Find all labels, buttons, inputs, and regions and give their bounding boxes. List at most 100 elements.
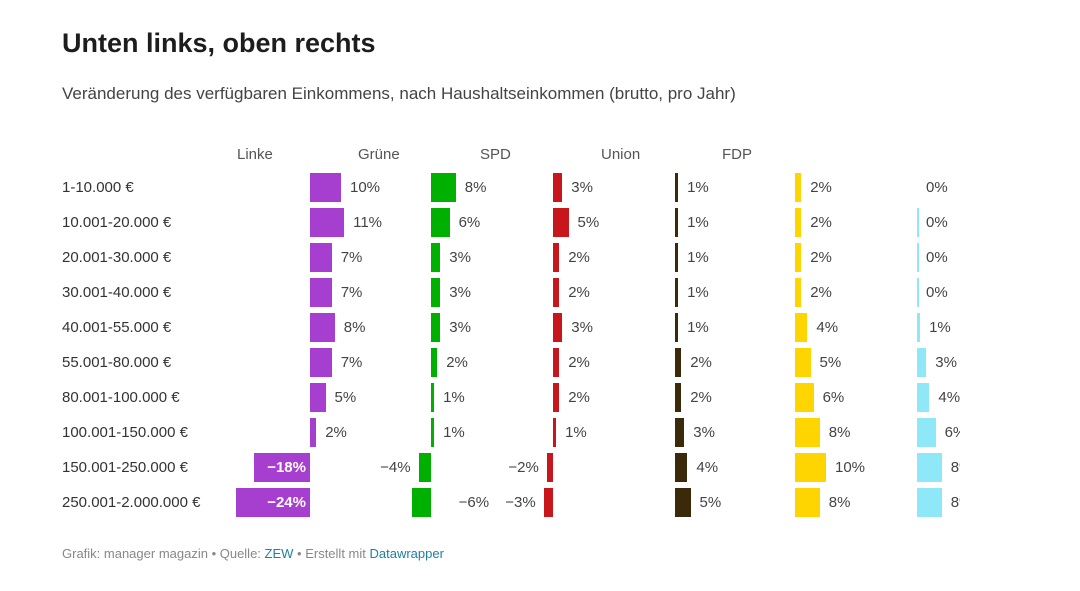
data-label: −18%: [267, 459, 306, 476]
data-label: 8%: [828, 494, 851, 511]
footer-middle: • Erstellt mit: [293, 546, 370, 561]
bar: [235, 488, 310, 517]
bar: [675, 208, 679, 237]
data-label: 1%: [443, 389, 465, 406]
data-label: 2%: [690, 354, 712, 371]
bar: [675, 418, 685, 447]
data-label: 3%: [449, 284, 471, 301]
data-label: −2%: [508, 459, 539, 476]
data-label: 3%: [571, 319, 593, 336]
bar: [310, 313, 335, 342]
data-label: 8%: [828, 424, 851, 441]
column-header: Union: [601, 146, 641, 163]
bar: [675, 173, 679, 202]
bar: [675, 488, 691, 517]
source-link[interactable]: ZEW: [264, 546, 294, 561]
bar: [795, 173, 802, 202]
data-label: 2%: [810, 179, 832, 196]
bar: [917, 453, 942, 482]
bar: [310, 418, 317, 447]
bar: [795, 243, 802, 272]
bar: [795, 418, 820, 447]
data-label: 4%: [938, 389, 960, 406]
bar: [254, 453, 310, 482]
data-label: 2%: [325, 424, 347, 441]
data-label: 8%: [464, 179, 487, 196]
bar: [431, 173, 456, 202]
data-label: 8%: [950, 459, 960, 476]
data-label: 6%: [458, 214, 481, 231]
bar: [412, 488, 431, 517]
bar: [431, 278, 441, 307]
row-label: 55.001-80.000 €: [62, 354, 172, 371]
bar: [418, 453, 431, 482]
bar: [917, 488, 942, 517]
data-label: −4%: [380, 459, 411, 476]
data-label: 2%: [446, 354, 468, 371]
row-label: 10.001-20.000 €: [62, 214, 172, 231]
data-label: −6%: [458, 494, 490, 511]
bar: [917, 243, 919, 272]
row-label: 150.001-250.000 €: [62, 459, 188, 476]
bar: [675, 243, 679, 272]
data-label: 3%: [935, 354, 957, 371]
data-label: 6%: [944, 424, 960, 441]
data-label: 0%: [926, 249, 948, 266]
column-header: Grüne: [358, 146, 400, 163]
bar: [431, 208, 450, 237]
bar: [795, 453, 826, 482]
data-label: 5%: [334, 389, 357, 406]
data-label: 0%: [926, 179, 948, 196]
data-label: 1%: [443, 424, 465, 441]
data-label: 1%: [565, 424, 587, 441]
bar: [310, 173, 341, 202]
bar: [310, 243, 332, 272]
data-label: 11%: [353, 214, 383, 231]
bar: [795, 488, 820, 517]
bar: [553, 313, 563, 342]
bar: [917, 208, 919, 237]
footer-prefix: Grafik: manager magazin • Quelle:: [62, 546, 265, 561]
data-label: −3%: [505, 494, 536, 511]
data-label: 6%: [822, 389, 845, 406]
data-label: 10%: [835, 459, 866, 476]
data-label: 7%: [340, 249, 363, 266]
bar: [795, 313, 808, 342]
footer: Grafik: manager magazin • Quelle: ZEW • …: [62, 546, 444, 561]
bar-chart: 1-10.000 € 10.001-20.000 € 20.001-30.000 €…: [62, 146, 960, 517]
column-header: Linke: [237, 146, 273, 163]
bar: [917, 383, 930, 412]
data-label: 0%: [926, 284, 948, 301]
row-label: 20.001-30.000 €: [62, 249, 172, 266]
data-label: 5%: [699, 494, 722, 511]
bar: [553, 208, 569, 237]
bar: [543, 488, 553, 517]
data-label: 2%: [810, 249, 832, 266]
data-label: 4%: [816, 319, 839, 336]
bar: [675, 383, 682, 412]
bar: [431, 418, 435, 447]
data-label: 4%: [696, 459, 719, 476]
data-label: 7%: [340, 354, 363, 371]
data-label: 2%: [568, 249, 590, 266]
row-label: 250.001-2.000.000 €: [62, 494, 201, 511]
row-label: 30.001-40.000 €: [62, 284, 172, 301]
data-label: 1%: [687, 179, 709, 196]
column-header: FDP: [722, 146, 752, 163]
bar: [310, 348, 332, 377]
data-label: −24%: [267, 494, 306, 511]
bar: [553, 278, 560, 307]
data-label: 1%: [687, 284, 709, 301]
bar: [553, 418, 557, 447]
bar: [553, 243, 560, 272]
data-label: 8%: [950, 494, 960, 511]
datawrapper-link[interactable]: Datawrapper: [369, 546, 444, 561]
data-label: 1%: [687, 214, 709, 231]
bar: [675, 278, 679, 307]
bar: [795, 208, 802, 237]
data-label: 3%: [693, 424, 715, 441]
data-label: 3%: [571, 179, 593, 196]
data-label: 0%: [926, 214, 948, 231]
bar: [553, 173, 563, 202]
